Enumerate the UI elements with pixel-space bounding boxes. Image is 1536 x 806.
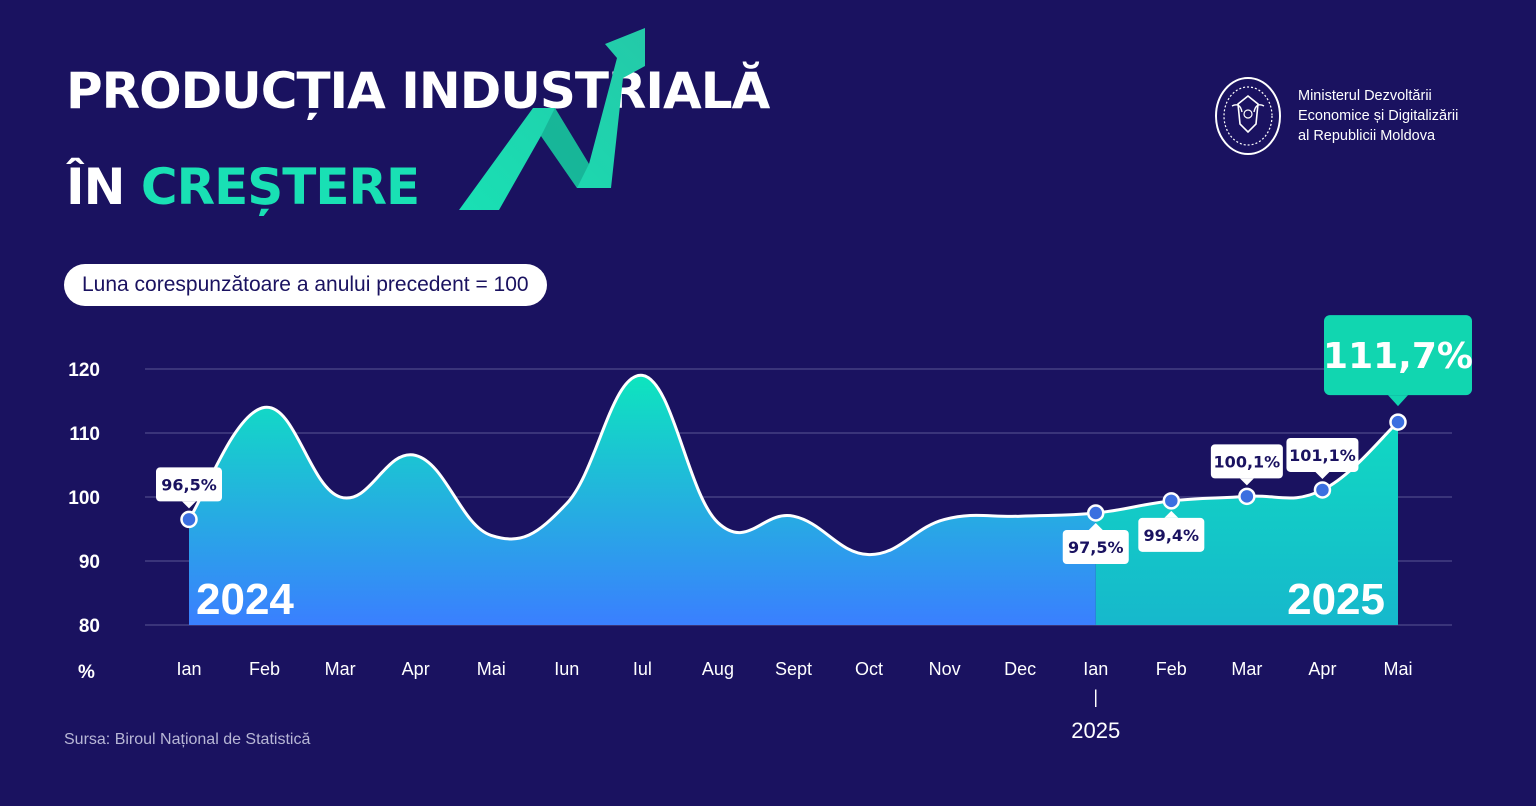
year-label-2025: 2025 (1287, 575, 1385, 624)
y-tick-label: 110 (69, 424, 100, 445)
highlight-pointer (1388, 395, 1408, 407)
point-label-box (1062, 530, 1129, 564)
x-tick-label: Feb (1156, 659, 1187, 679)
point-label-pointer (182, 501, 196, 509)
x-tick-label: Nov (929, 659, 961, 679)
ministry-name-line-3: al Republicii Moldova (1298, 128, 1436, 144)
government-seal-icon (1215, 77, 1281, 155)
ministry-name: Ministerul Dezvoltării Economice și Digi… (1298, 86, 1458, 146)
year-label-2024: 2024 (196, 575, 294, 624)
point-label: 97,5% (1062, 523, 1129, 564)
data-point (1162, 492, 1181, 510)
y-unit-label: % (78, 662, 95, 683)
point-label-text: 100,1% (1214, 452, 1281, 471)
title-line-2-prefix: ÎN (66, 158, 125, 216)
x-tick-label: Sept (775, 659, 812, 679)
x-tick-label: Iun (554, 659, 579, 679)
x-tick-label: Mar (325, 659, 356, 679)
x-tick-label: Ian (176, 659, 201, 679)
x-tick-label: Feb (249, 659, 280, 679)
highlight-label: 111,7% (1323, 315, 1473, 407)
x-tick-label: Aug (702, 659, 734, 679)
data-point (1238, 487, 1256, 506)
x-tick-label: Oct (855, 659, 883, 679)
ministry-name-line-2: Economice și Digitalizării (1298, 108, 1459, 124)
x-tick-label: Mar (1231, 659, 1262, 679)
area-2024 (189, 375, 1096, 625)
title-line-2-accent: CREȘTERE (140, 158, 420, 216)
point-label-box (1286, 437, 1359, 472)
trend-up-arrow-icon (459, 28, 645, 210)
point-label-pointer (1315, 471, 1330, 479)
point-label-pointer (1164, 510, 1179, 518)
point-label-box (1210, 444, 1283, 479)
data-point (1389, 413, 1407, 431)
y-tick-label: 120 (68, 360, 100, 381)
y-tick-label: 90 (79, 552, 100, 573)
point-label-box (156, 467, 222, 502)
x-tick-label: Mai (477, 659, 506, 679)
x-tick-label: Dec (1004, 659, 1036, 679)
source-note: Sursa: Biroul Național de Statistică (64, 731, 311, 748)
base-note-pill: Luna corespunzătoare a anului precedent … (64, 264, 547, 306)
point-label: 96,5% (156, 467, 222, 509)
point-label-text: 99,4% (1144, 526, 1200, 545)
point-label-text: 96,5% (161, 475, 217, 494)
point-label-pointer (1088, 523, 1103, 530)
point-label-pointer (1239, 478, 1254, 486)
x-tick-label: Mai (1383, 659, 1412, 679)
x-tick-label: Apr (402, 659, 430, 679)
ministry-name-line-1: Ministerul Dezvoltării (1298, 88, 1432, 104)
x-break-year: 2025 (1071, 718, 1120, 743)
y-tick-label: 80 (79, 616, 100, 637)
data-point (1087, 504, 1105, 522)
point-label: 99,4% (1138, 510, 1205, 552)
point-label-box (1138, 517, 1205, 552)
point-label: 101,1% (1286, 437, 1359, 479)
x-break-separator: | (1093, 687, 1098, 707)
y-tick-label: 100 (68, 488, 100, 509)
title-line-1: PRODUCȚIA INDUSTRIALĂ (66, 62, 770, 120)
title-line-2: ÎN CREȘTERE (66, 158, 420, 216)
point-label-text: 101,1% (1289, 446, 1356, 465)
point-label-text: 97,5% (1068, 538, 1124, 557)
x-tick-label: Iul (633, 659, 652, 679)
data-point (180, 510, 198, 529)
highlight-box (1324, 315, 1472, 396)
x-tick-label: Apr (1308, 659, 1336, 679)
ministry-logo-block: Ministerul Dezvoltării Economice și Digi… (1214, 76, 1458, 156)
data-point (1313, 481, 1332, 499)
area-2025 (1095, 422, 1398, 625)
point-label: 100,1% (1210, 444, 1283, 486)
highlight-label-text: 111,7% (1323, 336, 1473, 377)
x-tick-label: Ian (1083, 659, 1108, 679)
